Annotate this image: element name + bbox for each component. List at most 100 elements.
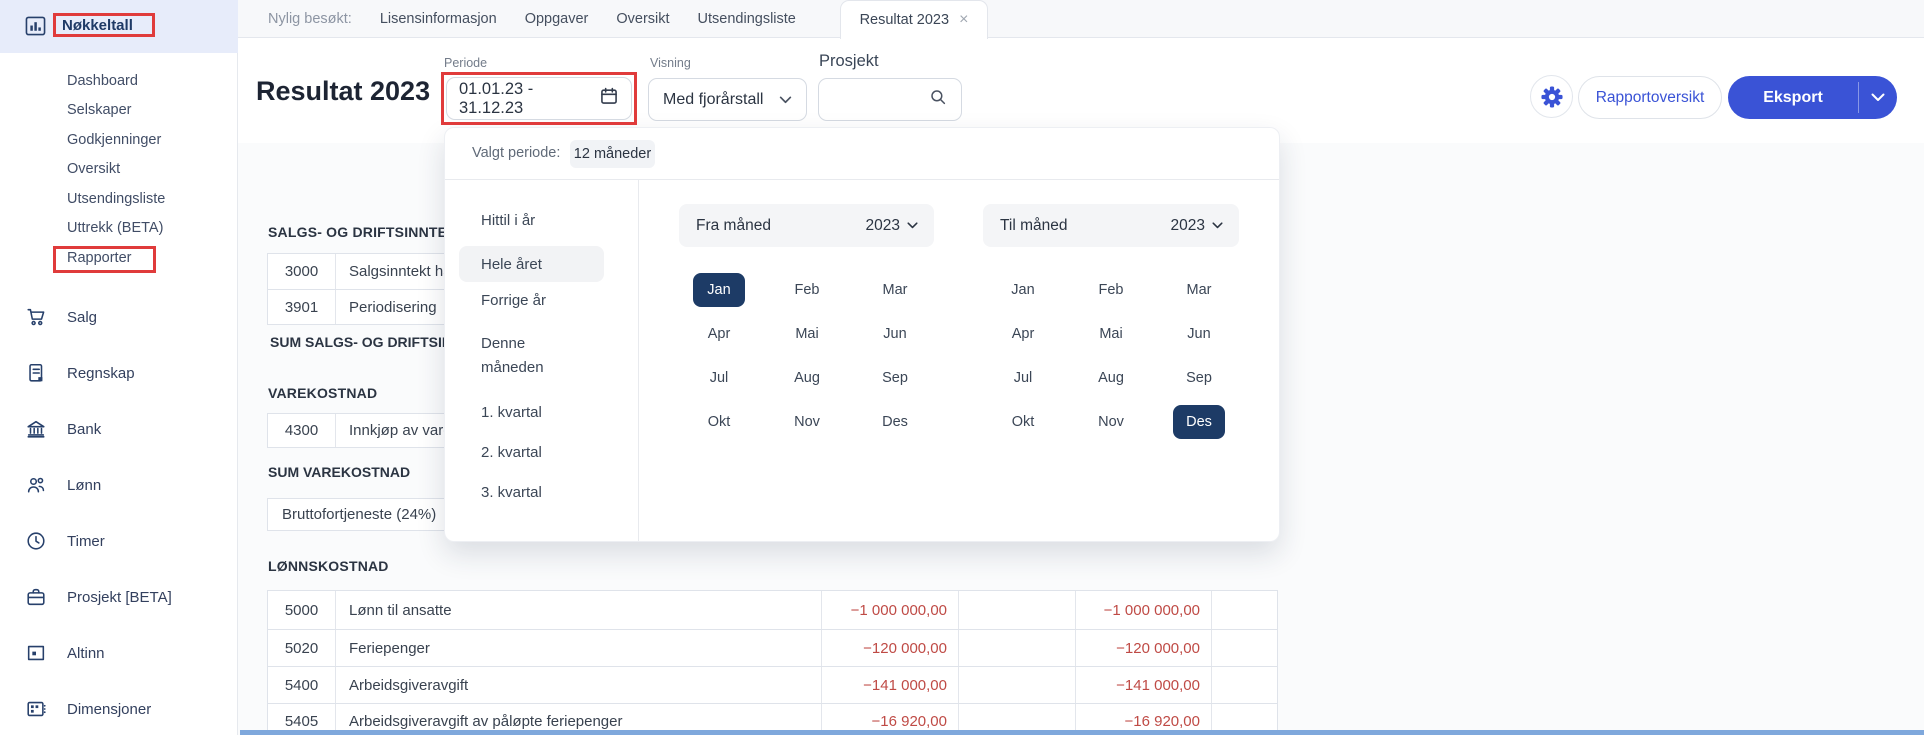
month-cell[interactable]: Aug [1098, 370, 1124, 386]
option-forrige-ar[interactable]: Forrige år [481, 292, 547, 309]
month-cell[interactable]: Jun [1187, 326, 1211, 342]
topbar-link-lisensinformasjon[interactable]: Lisensinformasjon [379, 11, 497, 27]
sidebar-group-label: Regnskap [67, 364, 135, 382]
month-cell[interactable]: Jul [1013, 370, 1033, 386]
month-cell-jan-selected[interactable]: Jan [675, 268, 763, 312]
amount-empty [1212, 630, 1277, 666]
grid-icon [24, 697, 48, 721]
topbar-link-utsendingsliste[interactable]: Utsendingsliste [697, 11, 796, 27]
month-cell[interactable]: Feb [794, 282, 820, 298]
sidebar-item-rapporter[interactable]: Rapporter [67, 249, 132, 266]
sidebar-item-lonn[interactable]: Lønn [0, 457, 238, 513]
sidebar: Nøkkeltall Dashboard Selskaper Godkjenni… [0, 0, 238, 735]
month-cell[interactable]: Mar [1186, 282, 1212, 298]
amount-empty [1212, 591, 1277, 629]
account-code: 3901 [268, 290, 336, 324]
prosjekt-label: Prosjekt [819, 52, 879, 70]
clock-icon [24, 529, 48, 553]
month-cell[interactable]: Mai [1099, 326, 1123, 342]
to-month-year-select[interactable]: Til måned 2023 [983, 204, 1239, 247]
topbar-link-oversikt[interactable]: Oversikt [616, 11, 670, 27]
amount-empty [959, 591, 1076, 629]
option-hittil-i-ar[interactable]: Hittil i år [481, 212, 536, 229]
tab-resultat-2023[interactable]: Resultat 2023 × [840, 0, 988, 39]
sidebar-header[interactable]: Nøkkeltall [0, 0, 238, 53]
report-header: Resultat 2023 Periode 01.01.23 - 31.12.2… [238, 38, 1924, 143]
topbar: Nylig besøkt: Lisensinformasjon Oppgaver… [238, 0, 1924, 39]
sidebar-group-label: Salg [67, 308, 98, 326]
month-cell[interactable]: Aug [794, 370, 820, 386]
month-cell[interactable]: Jan [1011, 282, 1035, 298]
option-hele-aret-selected[interactable]: Hele året [459, 246, 604, 282]
eksport-label: Eksport [1763, 88, 1823, 106]
page-title: Resultat 2023 [256, 76, 431, 106]
bottom-bar-edge [240, 730, 1924, 735]
month-cell[interactable]: Sep [882, 370, 908, 386]
month-cell[interactable]: Okt [1011, 414, 1035, 430]
month-cell-des-selected[interactable]: Des [1155, 400, 1243, 444]
month-cell[interactable]: Mai [795, 326, 819, 342]
month-cell[interactable]: Nov [1098, 414, 1124, 430]
bar-chart-icon [25, 16, 46, 41]
month-cell[interactable]: Sep [1186, 370, 1212, 386]
visning-select[interactable]: Med fjorårstall [648, 78, 807, 121]
sidebar-item-selskaper[interactable]: Selskaper [67, 102, 132, 119]
from-month-year-select[interactable]: Fra måned 2023 [679, 204, 934, 247]
month-cell[interactable]: Apr [707, 326, 731, 342]
periode-input[interactable]: 01.01.23 - 31.12.23 [446, 77, 632, 120]
option-1-kvartal[interactable]: 1. kvartal [481, 404, 542, 421]
table-row[interactable]: 5405 Arbeidsgiveravgift av påløpte ferie… [267, 703, 1278, 735]
gear-icon [1540, 85, 1563, 108]
sidebar-nav: Dashboard Selskaper Godkjenninger Oversi… [0, 66, 238, 273]
sidebar-item-oversikt[interactable]: Oversikt [67, 161, 121, 178]
settings-button[interactable] [1530, 75, 1573, 118]
sidebar-item-dashboard[interactable]: Dashboard [67, 72, 138, 89]
amount-period: −120 000,00 [822, 630, 959, 666]
month-cell[interactable]: Mar [882, 282, 908, 298]
sidebar-item-regnskap[interactable]: Regnskap [0, 345, 238, 401]
month-cell[interactable]: Okt [707, 414, 731, 430]
option-3-kvartal[interactable]: 3. kvartal [481, 484, 542, 501]
account-name: Arbeidsgiveravgift [336, 667, 822, 703]
close-icon[interactable]: × [959, 11, 969, 28]
month-cell[interactable]: Nov [794, 414, 820, 430]
sidebar-item-dimensjoner[interactable]: Dimensjoner [0, 681, 238, 735]
prosjekt-search-input[interactable] [818, 78, 962, 121]
sidebar-item-utsendingsliste[interactable]: Utsendingsliste [67, 190, 166, 207]
amount-period: −16 920,00 [822, 704, 959, 735]
option-denne-maneden[interactable]: Denne måneden [481, 335, 544, 376]
month-cell[interactable]: Apr [1011, 326, 1035, 342]
from-month-grid: Jan Feb Mar Apr Mai Jun Jul Aug Sep Okt … [675, 268, 939, 444]
sidebar-item-salg[interactable]: Salg [0, 289, 238, 345]
month-cell[interactable]: Feb [1098, 282, 1124, 298]
to-month-label: Til måned [1000, 216, 1068, 234]
table-row[interactable]: 5000 Lønn til ansatte −1 000 000,00 −1 0… [267, 590, 1278, 630]
cart-icon [24, 305, 48, 329]
sidebar-item-altinn[interactable]: Altinn [0, 625, 238, 681]
amount-last-year: −120 000,00 [1076, 630, 1212, 666]
sidebar-item-timer[interactable]: Timer [0, 513, 238, 569]
topbar-link-oppgaver[interactable]: Oppgaver [524, 11, 589, 27]
amount-period: −141 000,00 [822, 667, 959, 703]
sidebar-item-uttrekk[interactable]: Uttrekk (BETA) [67, 220, 164, 237]
month-cell[interactable]: Jun [883, 326, 907, 342]
sidebar-item-prosjekt[interactable]: Prosjekt [BETA] [0, 569, 238, 625]
calendar-icon[interactable] [599, 86, 619, 111]
search-icon [929, 88, 947, 111]
valgt-periode-label: Valgt periode: [472, 145, 561, 161]
month-cell[interactable]: Jul [709, 370, 729, 386]
account-code: 5400 [268, 667, 336, 703]
table-row[interactable]: 5400 Arbeidsgiveravgift −141 000,00 −141… [267, 666, 1278, 704]
sidebar-item-bank[interactable]: Bank [0, 401, 238, 457]
recent-label: Nylig besøkt: [268, 11, 352, 27]
month-cell[interactable]: Des [882, 414, 908, 430]
account-name: Salgsinntekt ha [349, 263, 452, 280]
chevron-down-icon[interactable] [1859, 76, 1897, 119]
sidebar-item-godkjenninger[interactable]: Godkjenninger [67, 131, 162, 148]
account-code: 5020 [268, 630, 336, 666]
period-picker-panel: Valgt periode: 12 måneder Hittil i år He… [444, 127, 1280, 542]
option-2-kvartal[interactable]: 2. kvartal [481, 444, 542, 461]
table-row[interactable]: 5020 Feriepenger −120 000,00 −120 000,00 [267, 629, 1278, 667]
eksport-button[interactable]: Eksport [1728, 76, 1897, 119]
rapportoversikt-button[interactable]: Rapportoversikt [1578, 76, 1722, 119]
